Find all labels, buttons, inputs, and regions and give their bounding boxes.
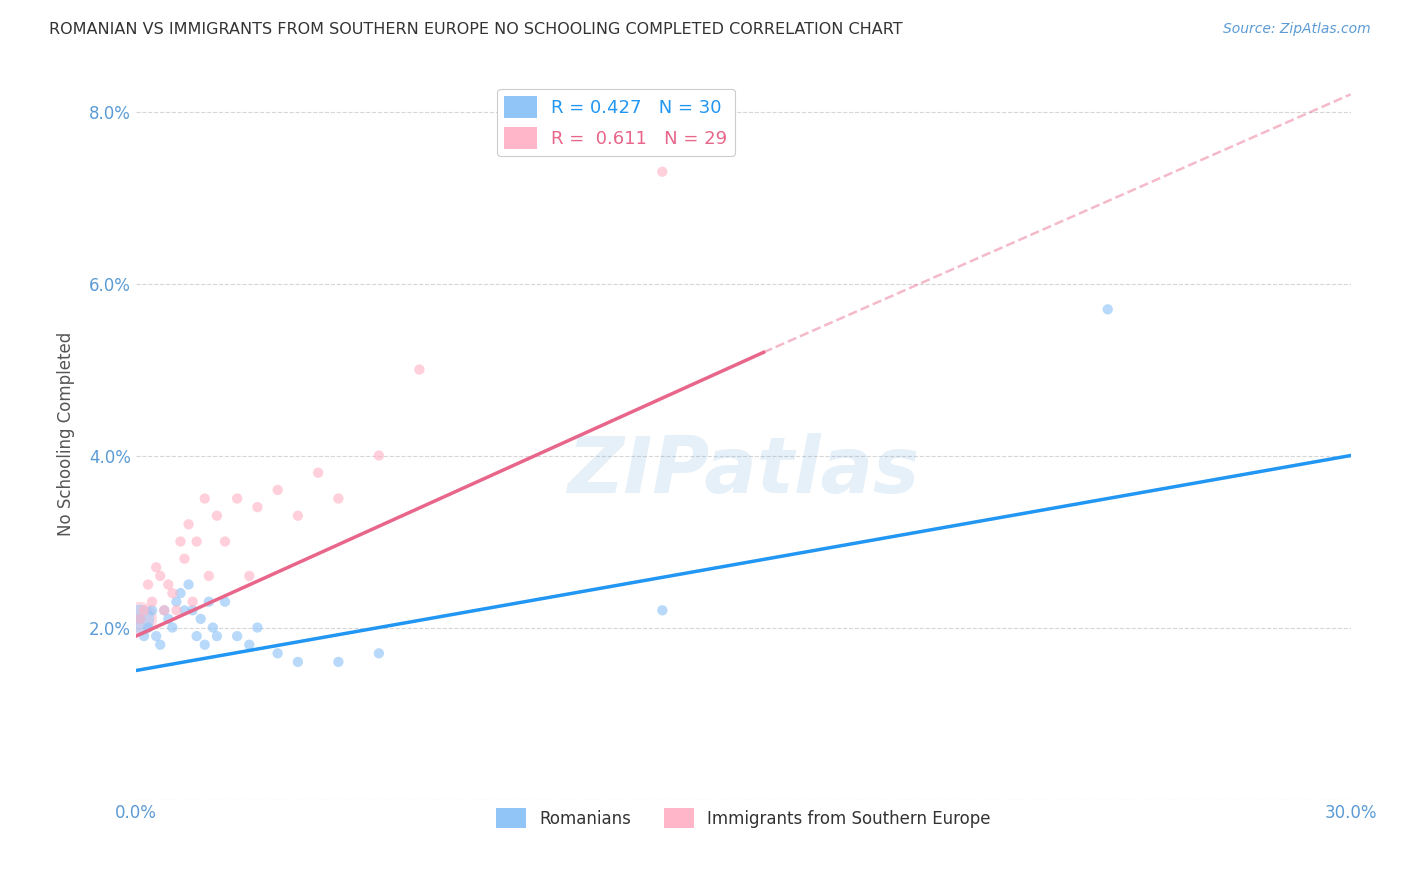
Point xyxy=(177,577,200,591)
Text: ROMANIAN VS IMMIGRANTS FROM SOUTHERN EUROPE NO SCHOOLING COMPLETED CORRELATION C: ROMANIAN VS IMMIGRANTS FROM SOUTHERN EUR… xyxy=(49,22,903,37)
Point xyxy=(169,534,191,549)
Point xyxy=(141,603,163,617)
Point xyxy=(190,612,212,626)
Point xyxy=(226,629,249,643)
Text: ZIPatlas: ZIPatlas xyxy=(567,433,920,508)
Point xyxy=(149,638,172,652)
Point xyxy=(162,621,184,635)
Point xyxy=(367,449,389,463)
Point xyxy=(132,629,155,643)
Point xyxy=(651,603,673,617)
Point xyxy=(177,517,200,532)
Point xyxy=(328,655,350,669)
Point xyxy=(173,603,195,617)
Point xyxy=(165,595,187,609)
Point xyxy=(194,491,217,506)
Text: Source: ZipAtlas.com: Source: ZipAtlas.com xyxy=(1223,22,1371,37)
Point xyxy=(651,165,673,179)
Point xyxy=(165,603,187,617)
Y-axis label: No Schooling Completed: No Schooling Completed xyxy=(58,332,75,536)
Point xyxy=(246,621,269,635)
Point xyxy=(307,466,329,480)
Point xyxy=(238,638,260,652)
Point xyxy=(157,577,180,591)
Point xyxy=(328,491,350,506)
Point xyxy=(266,483,288,497)
Point xyxy=(1097,302,1119,317)
Point xyxy=(153,603,176,617)
Point xyxy=(162,586,184,600)
Point xyxy=(408,362,430,376)
Point xyxy=(145,629,167,643)
Point xyxy=(186,629,208,643)
Point xyxy=(205,629,228,643)
Point xyxy=(186,534,208,549)
Point xyxy=(132,603,155,617)
Point xyxy=(136,577,159,591)
Point xyxy=(367,646,389,660)
Point xyxy=(181,603,204,617)
Point xyxy=(145,560,167,574)
Point xyxy=(181,595,204,609)
Point xyxy=(214,595,236,609)
Point xyxy=(201,621,224,635)
Point xyxy=(287,508,309,523)
Point xyxy=(198,595,221,609)
Point xyxy=(129,612,152,626)
Point xyxy=(226,491,249,506)
Point xyxy=(246,500,269,515)
Point xyxy=(238,569,260,583)
Point xyxy=(214,534,236,549)
Point xyxy=(205,508,228,523)
Point xyxy=(287,655,309,669)
Point xyxy=(129,612,152,626)
Point xyxy=(157,612,180,626)
Point xyxy=(266,646,288,660)
Point xyxy=(153,603,176,617)
Point xyxy=(173,551,195,566)
Point xyxy=(194,638,217,652)
Point xyxy=(149,569,172,583)
Point xyxy=(141,595,163,609)
Point xyxy=(129,612,152,626)
Point xyxy=(136,621,159,635)
Point xyxy=(129,612,152,626)
Point xyxy=(169,586,191,600)
Point xyxy=(198,569,221,583)
Legend: Romanians, Immigrants from Southern Europe: Romanians, Immigrants from Southern Euro… xyxy=(489,801,998,835)
